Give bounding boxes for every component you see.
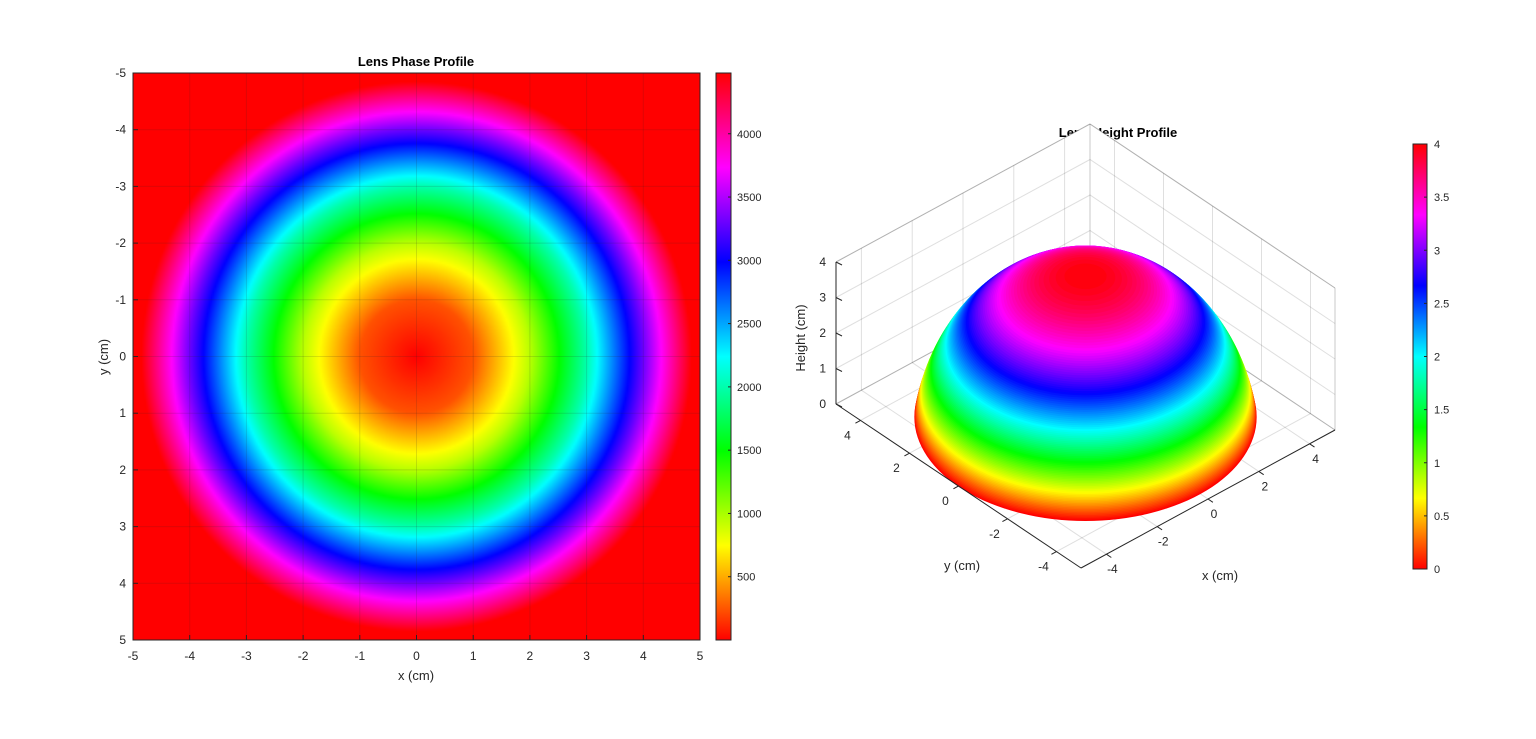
phase-y-ticks: -5 -4 -3 -2 -1 0 1 2 3 4 5 — [115, 66, 138, 647]
phase-y-tick-label: 3 — [119, 520, 126, 534]
height-y-tick-label: -4 — [1038, 560, 1049, 574]
phase-colorbar-tick-label: 2500 — [737, 319, 761, 331]
phase-y-tick-label: 5 — [119, 633, 126, 647]
height-wall-grid-z — [835, 229, 1336, 395]
phase-x-axis-label: x (cm) — [398, 668, 434, 683]
height-y-tick-label: -2 — [989, 527, 1000, 541]
phase-x-tick-label: 2 — [527, 649, 534, 663]
phase-heatmap-image — [133, 73, 700, 640]
height-colorbar-tick-label: 1.5 — [1434, 405, 1449, 417]
phase-y-tick-label: -2 — [115, 236, 126, 250]
phase-y-tick-label: -1 — [115, 293, 126, 307]
phase-colorbar — [715, 72, 732, 641]
height-colorbar-tick-label: 1 — [1434, 458, 1440, 470]
height-z-axis-label: Height (cm) — [793, 304, 808, 371]
height-y-tick-label: 0 — [942, 494, 949, 508]
height-y-tick-mark — [904, 452, 910, 457]
phase-y-tick-label: -3 — [115, 179, 126, 193]
height-colorbar-tick-label: 0 — [1434, 564, 1440, 576]
height-x-tick-mark — [1309, 443, 1315, 448]
phase-colorbar-tick-label: 1000 — [737, 508, 761, 520]
height-y-tick-mark — [953, 485, 959, 490]
height-colorbar-tick-label: 3 — [1434, 245, 1440, 257]
phase-y-axis-label: y (cm) — [96, 339, 111, 375]
height-pane-edge — [835, 123, 1091, 263]
phase-x-ticks: -5 -4 -3 -2 -1 0 1 2 3 4 5 — [128, 635, 704, 663]
phase-y-tick-label: -5 — [115, 66, 126, 80]
phase-x-tick-label: -1 — [354, 649, 365, 663]
phase-x-tick-label: 3 — [583, 649, 590, 663]
phase-colorbar-tick-label: 3500 — [737, 192, 761, 204]
phase-y-tick-label: 1 — [119, 406, 126, 420]
phase-y-tick-label: 0 — [119, 350, 126, 364]
phase-y-tick-label: 2 — [119, 463, 126, 477]
height-z-tick-label: 4 — [819, 255, 826, 269]
phase-x-tick-label: 5 — [697, 649, 704, 663]
phase-x-tick-label: 0 — [413, 649, 420, 663]
phase-y-tick-label: 4 — [119, 576, 126, 590]
height-z-tick-label: 0 — [819, 397, 826, 411]
phase-x-tick-label: 4 — [640, 649, 647, 663]
phase-chart-title: Lens Phase Profile — [358, 54, 474, 69]
phase-x-tick-label: 1 — [470, 649, 477, 663]
phase-x-tick-label: -4 — [184, 649, 195, 663]
height-y-tick-label: 2 — [893, 461, 900, 475]
height-wall-grid-z — [835, 123, 1336, 289]
height-z-tick-label: 1 — [819, 362, 826, 376]
height-z-tick-mark — [835, 332, 843, 337]
height-profile-chart: Lens Height Profile -4-2024-4-202401234 … — [793, 123, 1449, 583]
height-pane-edge — [1089, 123, 1336, 289]
phase-x-tick-label: -5 — [128, 649, 139, 663]
height-x-axis-label: x (cm) — [1202, 568, 1238, 583]
height-x-tick-label: -4 — [1107, 562, 1118, 576]
height-colorbar-tick-label: 3.5 — [1434, 192, 1449, 204]
height-y-tick-label: 4 — [844, 428, 851, 442]
phase-colorbar-tick-label: 4000 — [737, 129, 761, 141]
height-axes-panes — [835, 123, 1336, 555]
height-back-pane-y — [836, 124, 1090, 404]
height-z-tick-mark — [835, 261, 843, 266]
phase-colorbar-tick-label: 2000 — [737, 382, 761, 394]
height-z-tick-label: 3 — [819, 291, 826, 305]
height-z-tick-label: 2 — [819, 326, 826, 340]
height-colorbar-tick-label: 4 — [1434, 139, 1440, 151]
height-colorbar-tick-label: 2 — [1434, 352, 1440, 364]
height-x-tick-label: 4 — [1312, 452, 1319, 466]
height-y-tick-mark — [1002, 518, 1008, 522]
height-back-pane-x — [1090, 124, 1335, 430]
phase-colorbar-tick-label: 3000 — [737, 255, 761, 267]
phase-colorbar-tick-label: 1500 — [737, 445, 761, 457]
height-x-tick-label: 0 — [1211, 507, 1218, 521]
height-axes-ticks: -4 -2 0 2 4 -4 -2 0 2 4 0 1 2 3 4 — [819, 255, 1319, 576]
height-z-tick-mark — [835, 403, 843, 408]
height-wall-grid-z — [835, 158, 1336, 324]
height-y-axis-label: y (cm) — [944, 558, 980, 573]
height-x-tick-mark — [1207, 498, 1214, 503]
height-y-tick-mark — [855, 419, 861, 424]
height-wall-grid-z — [835, 194, 1336, 360]
phase-colorbar-ticks: 500 1000 1500 2000 2500 3000 3500 4000 — [728, 129, 761, 584]
height-x-tick-label: -2 — [1158, 535, 1169, 549]
height-colorbar-tick-label: 0.5 — [1434, 511, 1449, 523]
phase-colorbar-tick-label: 500 — [737, 572, 755, 584]
phase-x-tick-label: -2 — [298, 649, 309, 663]
phase-y-tick-label: -4 — [115, 123, 126, 137]
height-x-tick-mark — [1258, 470, 1264, 476]
phase-profile-chart: Lens Phase Profile -5 -4 -3 -2 -1 0 1 2 3 4 5 -5 -4… — [96, 54, 761, 683]
height-z-tick-mark — [835, 297, 843, 301]
height-y-tick-mark — [1051, 551, 1057, 555]
height-colorbar-tick-label: 2.5 — [1434, 298, 1449, 310]
height-x-tick-mark — [1106, 553, 1112, 558]
height-x-tick-label: 2 — [1261, 479, 1268, 493]
phase-x-tick-label: -3 — [241, 649, 252, 663]
height-surface-ring — [1064, 263, 1107, 290]
height-z-tick-mark — [835, 368, 843, 372]
height-surface — [914, 245, 1257, 521]
height-colorbar-ticks: 0 0.5 1 1.5 2 2.5 3 3.5 4 — [1424, 139, 1449, 576]
height-x-tick-mark — [1156, 526, 1163, 531]
